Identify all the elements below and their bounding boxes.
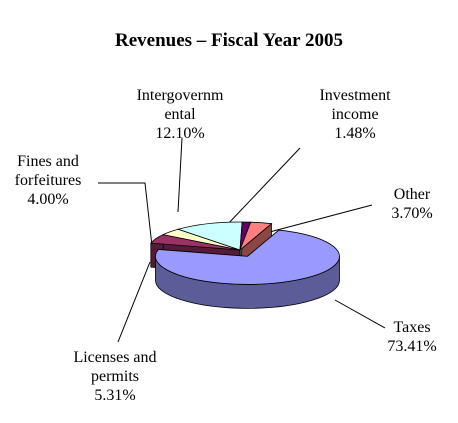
value-label: 1.48% bbox=[334, 125, 376, 142]
pie-slice bbox=[176, 221, 243, 251]
leader-lines bbox=[98, 137, 386, 343]
category-label: Taxes bbox=[393, 319, 431, 336]
pie-tops bbox=[150, 221, 340, 285]
value-label: 73.41% bbox=[387, 338, 437, 355]
value-label: 3.70% bbox=[391, 205, 433, 222]
data-label: Licenses and permits 5.31% bbox=[60, 348, 170, 405]
data-label: Intergovernmental 12.10% bbox=[134, 86, 226, 143]
value-label: 4.00% bbox=[27, 191, 69, 208]
category-label: Licenses and permits bbox=[73, 349, 157, 385]
data-label: Taxes 73.41% bbox=[372, 318, 452, 356]
leader-line bbox=[261, 204, 373, 235]
chart-title: Revenues – Fiscal Year 2005 bbox=[115, 30, 343, 51]
leader-line bbox=[225, 147, 301, 227]
category-label: Fines and forfeitures bbox=[14, 153, 82, 189]
value-label: 5.31% bbox=[94, 387, 136, 404]
category-label: Investment income bbox=[319, 87, 391, 123]
leader-line bbox=[98, 182, 153, 247]
pie-slice bbox=[239, 221, 273, 252]
category-label: Other bbox=[393, 186, 431, 203]
category-label: Intergovernmental bbox=[136, 87, 224, 123]
leader-line bbox=[117, 261, 151, 343]
value-label: 12.10% bbox=[155, 125, 205, 142]
data-label: Other 3.70% bbox=[377, 185, 447, 223]
pie-slice bbox=[155, 229, 340, 285]
leader-line bbox=[177, 137, 183, 213]
data-label: Fines and forfeitures 4.00% bbox=[2, 152, 94, 209]
data-label: Investment income 1.48% bbox=[309, 86, 401, 143]
leader-line bbox=[334, 299, 386, 329]
